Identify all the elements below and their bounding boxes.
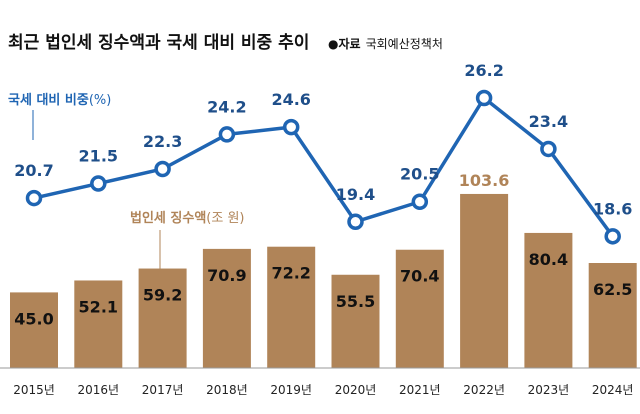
line-point-3 <box>218 126 236 143</box>
line-series-path <box>33 96 615 238</box>
source-bullet: ● <box>328 37 338 51</box>
line-point-5 <box>347 213 364 231</box>
line-value-label: 21.5 <box>79 147 118 166</box>
line-point-4 <box>282 118 300 136</box>
bar-value-label: 45.0 <box>14 309 53 328</box>
bars-group: 45.0 52.1 59.2 70.9 72.2 55.5 70.4 103.6 80.4 62.… <box>10 171 637 368</box>
line-value-label: 20.7 <box>14 161 53 180</box>
line-point-1 <box>90 175 107 192</box>
bar-7 <box>460 193 509 368</box>
bar-value-label: 72.2 <box>271 264 310 283</box>
line-point-8 <box>540 140 557 158</box>
bar-value-label: 62.5 <box>593 280 632 299</box>
line-value-label: 26.2 <box>464 61 503 80</box>
bar-value-label: 59.2 <box>143 286 182 305</box>
bar-series-label: 법인세 징수액(조 원) <box>130 210 245 226</box>
bar-value-label: 52.1 <box>79 297 118 316</box>
x-tick-label: 2023년 <box>528 383 570 397</box>
bar-value-label: 55.5 <box>336 292 375 311</box>
line-series-unit: (%) <box>89 93 112 108</box>
bar-4 <box>267 246 316 368</box>
bar-0 <box>10 292 58 368</box>
bar-value-label: 103.6 <box>459 171 510 190</box>
bar-8 <box>524 232 573 368</box>
line-value-label: 20.5 <box>400 165 439 184</box>
line-value-label: 24.6 <box>271 90 310 109</box>
line-point-7 <box>475 89 493 107</box>
line-value-label: 18.6 <box>593 199 632 218</box>
line-value-label: 22.3 <box>143 132 182 151</box>
x-tick-label: 2018년 <box>206 383 248 397</box>
x-tick-label: 2021년 <box>399 383 441 397</box>
bar-2 <box>138 268 187 368</box>
line-series-name: 국세 대비 비중 <box>8 93 89 108</box>
line-value-label: 19.4 <box>336 185 375 204</box>
source-text: 국회예산정책처 <box>366 36 443 51</box>
line-point-0 <box>25 189 43 207</box>
x-tick-label: 2019년 <box>270 383 312 397</box>
x-tick-label: 2020년 <box>335 383 377 397</box>
bar-5 <box>331 274 380 368</box>
x-axis: 2015년 2016년 2017년 2018년 2019년 2020년 2021년 2022년… <box>0 367 640 397</box>
bar-1 <box>74 280 123 368</box>
bar-series-unit: (조 원) <box>206 211 244 226</box>
bar-6 <box>395 249 444 368</box>
bar-value-label: 70.9 <box>207 266 246 285</box>
source-label: 자료 <box>338 36 360 51</box>
bar-value-label: 80.4 <box>529 250 568 269</box>
bar-9 <box>588 263 637 368</box>
line-group: 20.7 21.5 22.3 24.2 24.6 19.4 20.5 26.2 23.4 18.6 <box>14 61 632 245</box>
line-point-6 <box>411 193 429 210</box>
line-point-2 <box>154 160 171 178</box>
line-value-label: 23.4 <box>529 112 568 131</box>
chart-title: 최근 법인세 징수액과 국세 대비 비중 추이 <box>8 33 309 53</box>
bar-value-label: 70.4 <box>400 267 439 286</box>
bar-series-name: 법인세 징수액 <box>130 210 206 226</box>
chart-source: ●자료 국회예산정책처 <box>328 36 443 51</box>
line-series-label: 국세 대비 비중(%) <box>8 93 111 108</box>
line-point-9 <box>604 228 621 245</box>
x-tick-label: 2016년 <box>78 383 120 397</box>
x-tick-label: 2015년 <box>13 383 55 397</box>
x-tick-label: 2024년 <box>592 383 634 397</box>
x-tick-label: 2017년 <box>142 383 184 397</box>
x-tick-label: 2022년 <box>463 383 505 397</box>
bar-3 <box>202 248 251 368</box>
line-value-label: 24.2 <box>207 97 246 116</box>
